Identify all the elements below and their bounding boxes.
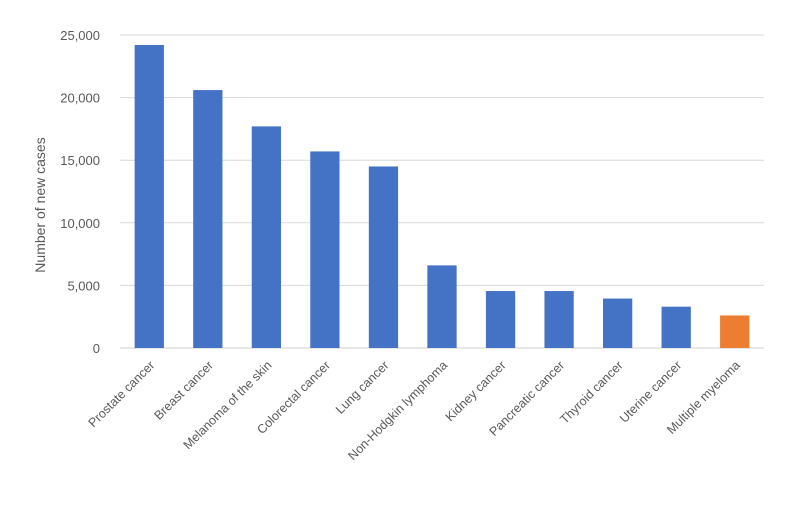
bar-non-hodgkin-lymphoma — [427, 265, 457, 348]
y-tick-label: 25,000 — [60, 28, 100, 43]
bar-pancreatic-cancer — [544, 291, 574, 348]
y-axis-ticks: 0 5,000 10,000 15,000 20,000 25,000 — [60, 28, 100, 356]
y-tick-label: 15,000 — [60, 153, 100, 168]
gridlines — [120, 34, 764, 349]
bar-multiple-myeloma — [720, 315, 750, 348]
bar-lung-cancer — [368, 166, 399, 348]
bar-colorectal-cancer — [310, 151, 340, 348]
y-tick-label: 0 — [93, 341, 100, 356]
y-tick-label: 10,000 — [60, 216, 100, 231]
bar-melanoma-of-the-skin — [251, 126, 281, 349]
bar-breast-cancer — [193, 90, 223, 348]
y-tick-label: 20,000 — [60, 91, 100, 106]
bar-uterine-cancer — [661, 306, 691, 348]
x-tick-label: Breast cancer — [152, 358, 216, 422]
bar-thyroid-cancer — [603, 298, 633, 348]
x-tick-label: Lung cancer — [333, 358, 392, 417]
y-axis-title: Number of new cases — [32, 137, 48, 272]
x-tick-label: Uterine cancer — [617, 358, 684, 425]
x-tick-label: Thyroid cancer — [557, 358, 625, 426]
x-tick-label: Non-Hodgkin lymphoma — [345, 358, 450, 463]
bars — [134, 45, 750, 349]
y-tick-label: 5,000 — [67, 278, 100, 293]
x-tick-label: Kidney cancer — [443, 358, 509, 424]
x-tick-label: Prostate cancer — [86, 358, 158, 430]
bar-kidney-cancer — [485, 291, 516, 348]
bar-prostate-cancer — [134, 45, 164, 349]
